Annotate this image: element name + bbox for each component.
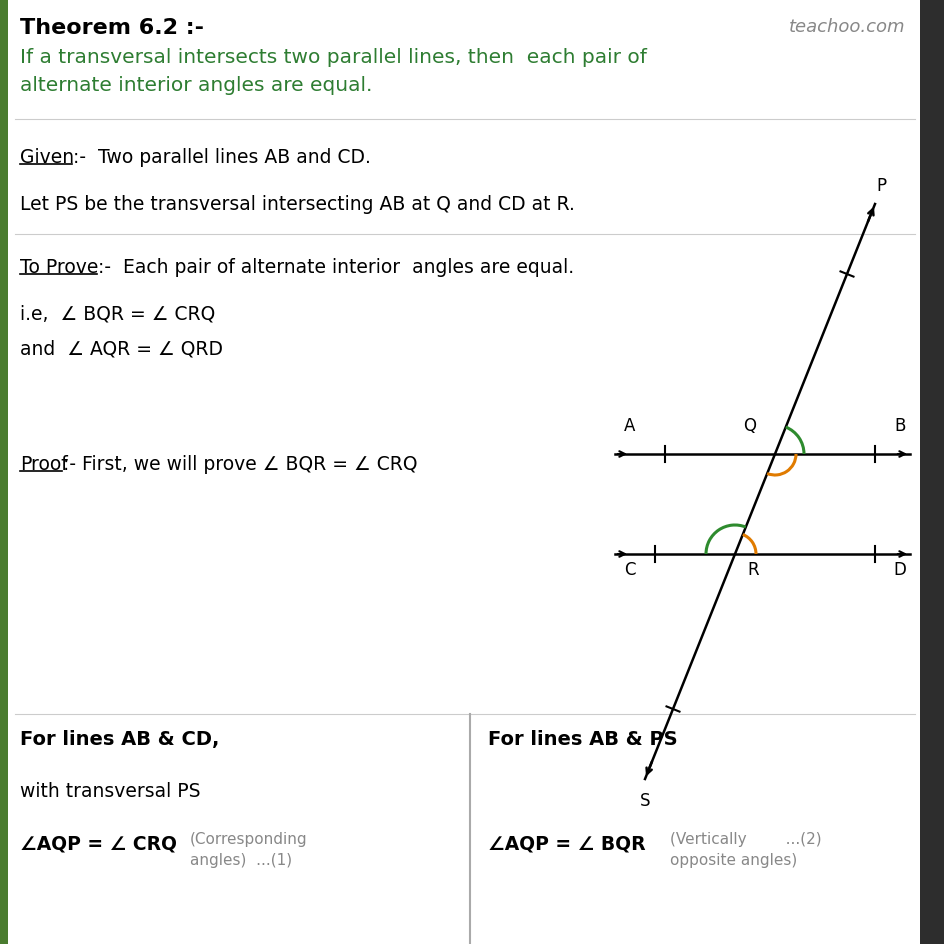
- Text: (Corresponding
angles)  ...(1): (Corresponding angles) ...(1): [190, 831, 308, 868]
- Text: Proof: Proof: [20, 454, 68, 474]
- Text: C: C: [624, 561, 635, 579]
- Text: A: A: [624, 416, 635, 434]
- Text: D: D: [893, 561, 905, 579]
- Text: Let PS be the transversal intersecting AB at Q and CD at R.: Let PS be the transversal intersecting A…: [20, 194, 574, 213]
- Text: Theorem 6.2 :-: Theorem 6.2 :-: [20, 18, 204, 38]
- Text: R: R: [746, 561, 758, 579]
- Text: Given: Given: [20, 148, 74, 167]
- Text: To Prove: To Prove: [20, 258, 98, 277]
- Bar: [919, 0, 944, 944]
- Text: (Vertically        ...(2)
opposite angles): (Vertically ...(2) opposite angles): [669, 831, 820, 868]
- Text: ∠AQP = ∠ BQR: ∠AQP = ∠ BQR: [487, 834, 645, 853]
- Text: Q: Q: [743, 416, 756, 434]
- Text: P: P: [875, 177, 885, 194]
- Text: teachoo.com: teachoo.com: [787, 18, 904, 36]
- Bar: [0, 0, 8, 944]
- Text: and  ∠ AQR = ∠ QRD: and ∠ AQR = ∠ QRD: [20, 340, 223, 359]
- Text: :-  Two parallel lines AB and CD.: :- Two parallel lines AB and CD.: [73, 148, 370, 167]
- Text: :- First, we will prove ∠ BQR = ∠ CRQ: :- First, we will prove ∠ BQR = ∠ CRQ: [63, 454, 417, 474]
- Text: If a transversal intersects two parallel lines, then  each pair of
alternate int: If a transversal intersects two parallel…: [20, 48, 647, 95]
- Text: with transversal PS: with transversal PS: [20, 782, 200, 801]
- Text: For lines AB & CD,: For lines AB & CD,: [20, 729, 219, 749]
- Text: i.e,  ∠ BQR = ∠ CRQ: i.e, ∠ BQR = ∠ CRQ: [20, 305, 215, 324]
- Text: B: B: [893, 416, 904, 434]
- Text: For lines AB & PS: For lines AB & PS: [487, 729, 677, 749]
- Text: S: S: [639, 791, 649, 809]
- Text: :-  Each pair of alternate interior  angles are equal.: :- Each pair of alternate interior angle…: [98, 258, 574, 277]
- Text: ∠AQP = ∠ CRQ: ∠AQP = ∠ CRQ: [20, 834, 177, 853]
